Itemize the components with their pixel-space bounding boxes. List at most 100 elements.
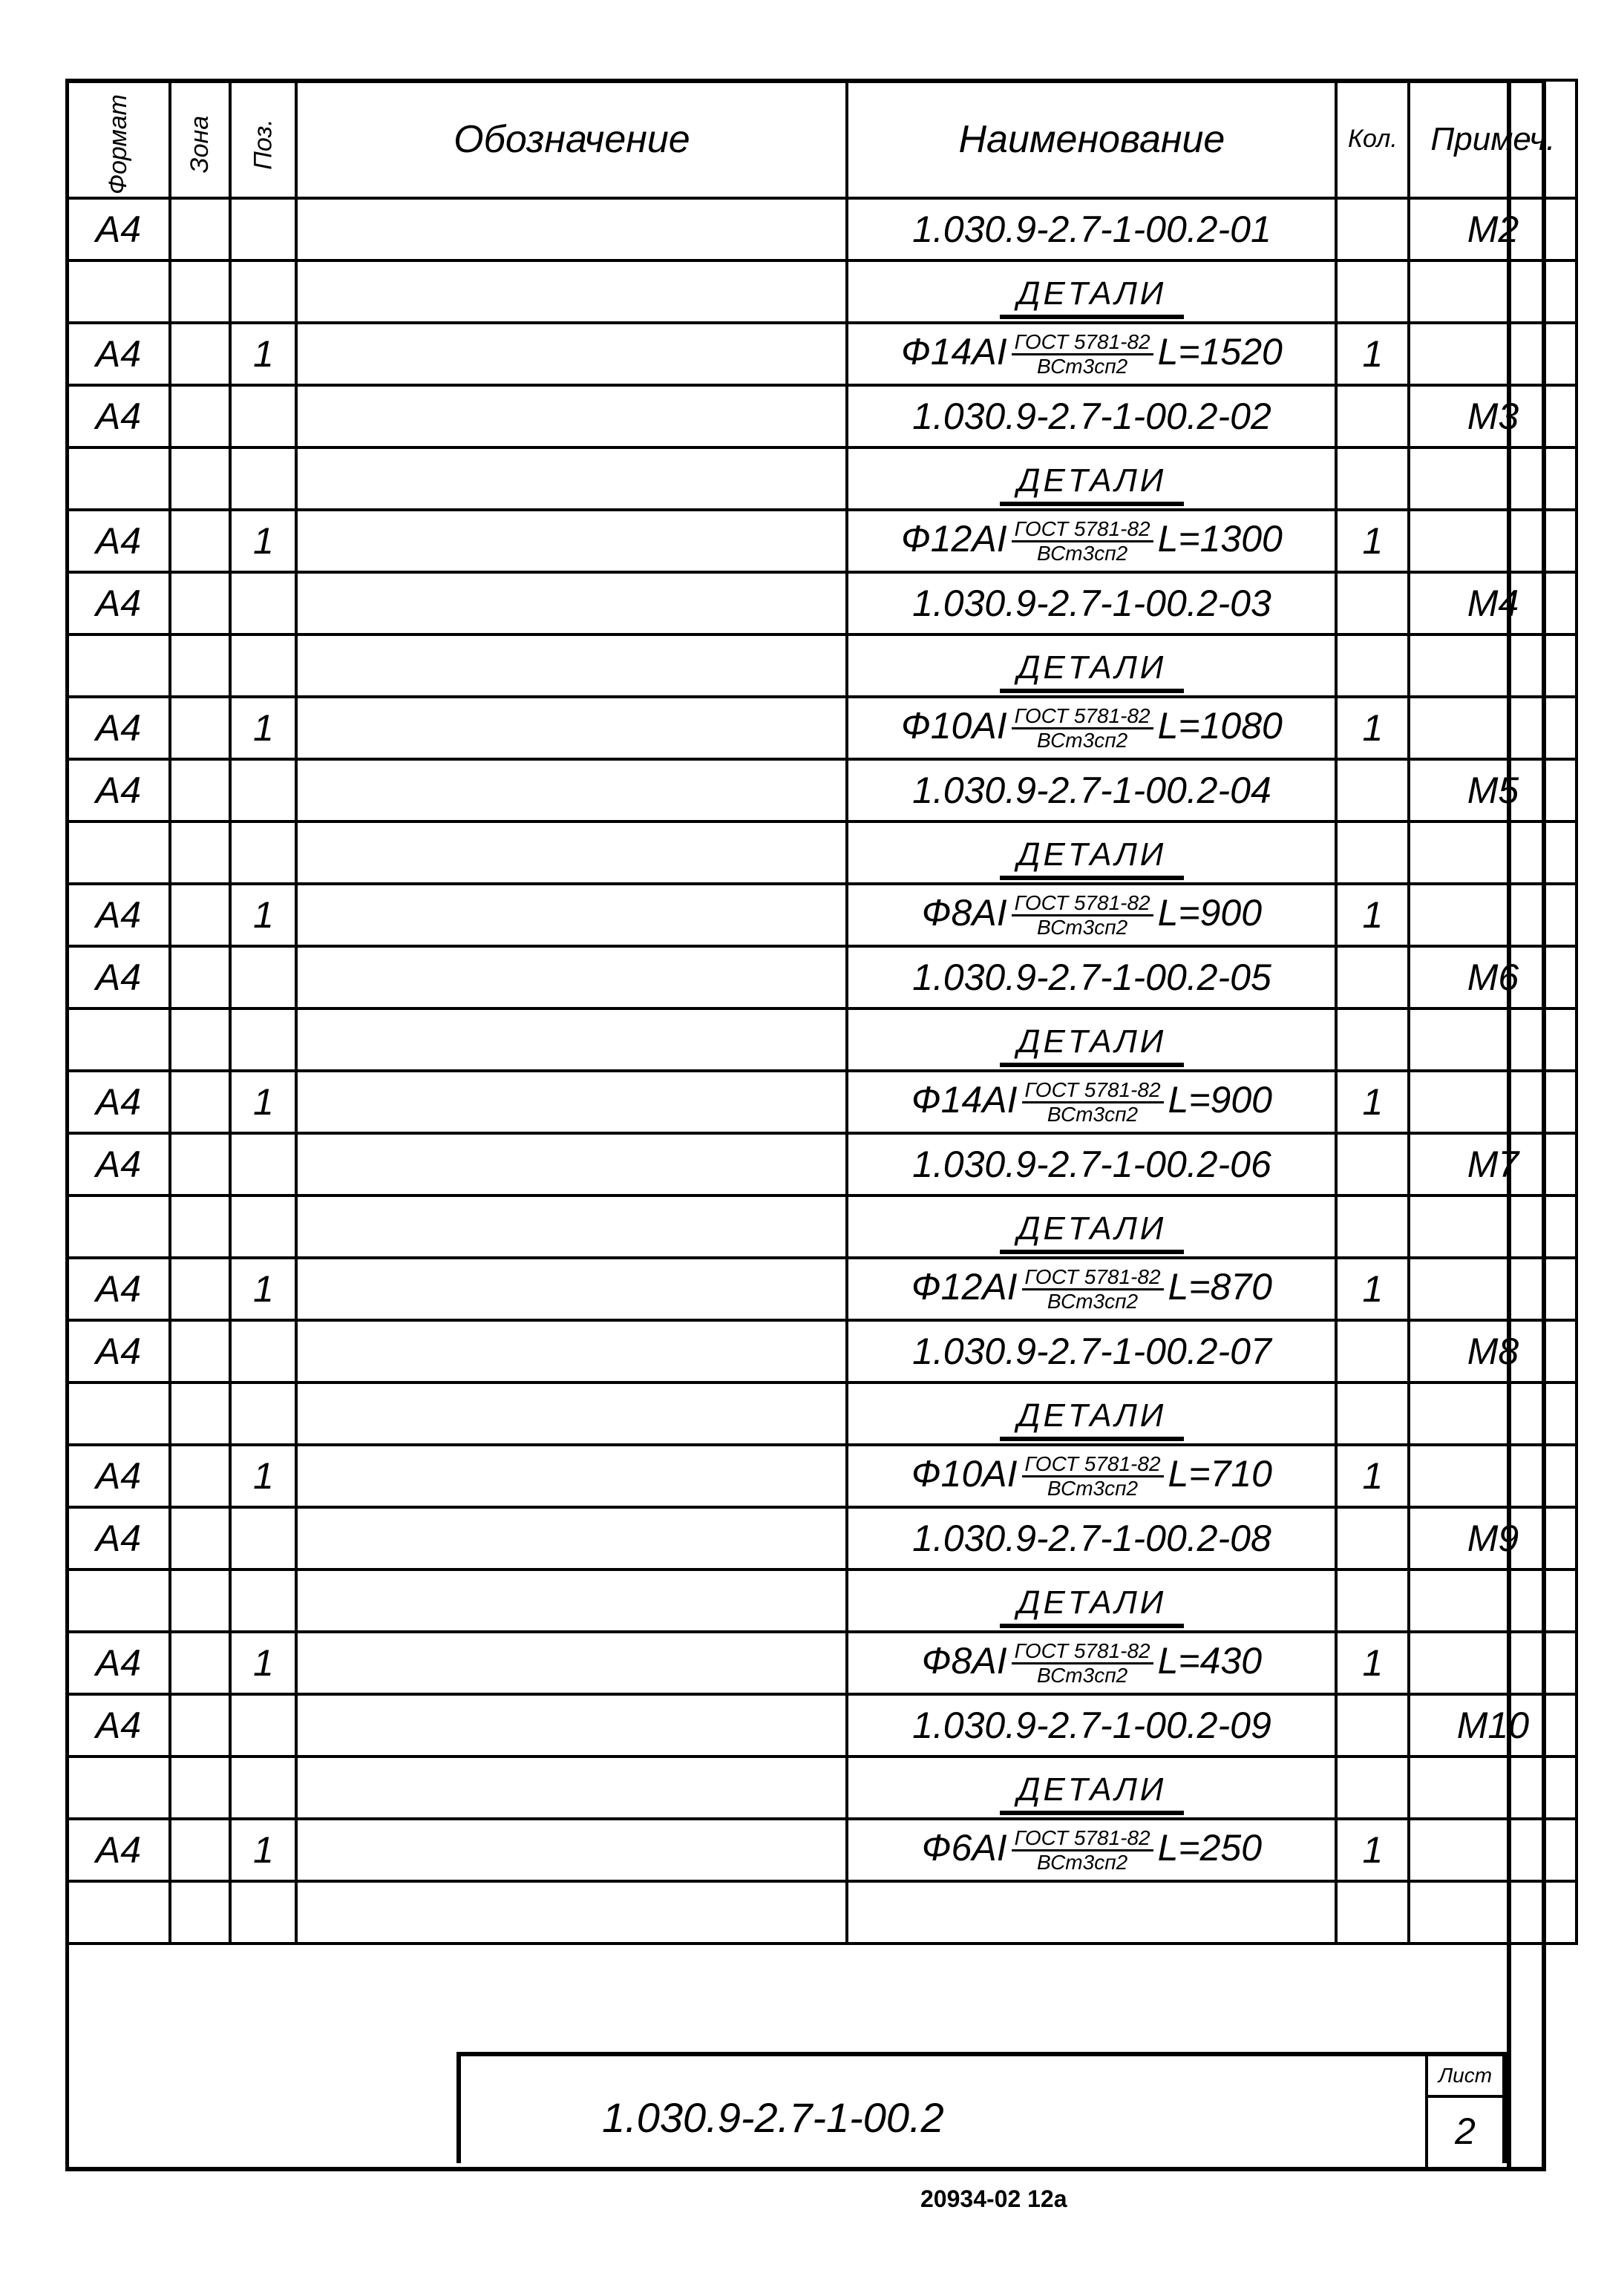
steel-grade: ВСт3сп2 xyxy=(1037,729,1128,752)
cell-note xyxy=(1407,1880,1579,1945)
cell-qty: 1 xyxy=(1335,1256,1411,1322)
cell-format xyxy=(65,820,172,885)
header-name: Наименование xyxy=(845,79,1338,200)
section-title-cell: ДЕТАЛИ xyxy=(845,1194,1338,1259)
table-row: А4 1 Ф8АI ГОСТ 5781-82 ВСт3сп2 L=430 1 xyxy=(65,1630,1579,1696)
cell-qty xyxy=(1335,820,1411,885)
section-row: ДЕТАЛИ xyxy=(65,633,1579,698)
cell-qty xyxy=(1335,571,1411,636)
cell-zone xyxy=(168,820,232,885)
cell-qty xyxy=(1335,1880,1411,1945)
cell-qty xyxy=(1335,1194,1411,1259)
cell-note: М10 xyxy=(1407,1693,1579,1758)
cell-format xyxy=(65,633,172,698)
section-row: ДЕТАЛИ xyxy=(65,1007,1579,1072)
cell-pos: 1 xyxy=(229,695,298,761)
cell-name: 1.030.9-2.7-1-00.2-05 xyxy=(845,945,1338,1010)
part-length: L=870 xyxy=(1168,1265,1272,1308)
part-length: L=710 xyxy=(1168,1452,1272,1495)
cell-note: М4 xyxy=(1407,571,1579,636)
cell-zone xyxy=(168,508,232,574)
cell-designation xyxy=(295,1007,849,1072)
cell-format: А4 xyxy=(65,1693,172,1758)
cell-pos xyxy=(229,259,298,324)
cell-format xyxy=(65,1381,172,1446)
part-prefix: Ф12АI xyxy=(900,517,1007,560)
cell-name: 1.030.9-2.7-1-00.2-08 xyxy=(845,1506,1338,1571)
cell-qty xyxy=(1335,945,1411,1010)
cell-note: М7 xyxy=(1407,1132,1579,1197)
cell-pos xyxy=(229,1880,298,1945)
cell-format xyxy=(65,259,172,324)
cell-note xyxy=(1407,633,1579,698)
cell-pos xyxy=(229,1568,298,1633)
cell-name: 1.030.9-2.7-1-00.2-06 xyxy=(845,1132,1338,1197)
steel-grade: ВСт3сп2 xyxy=(1037,355,1128,378)
cell-note xyxy=(1407,882,1579,948)
cell-designation xyxy=(295,1443,849,1509)
cell-pos xyxy=(229,1755,298,1820)
cell-pos: 1 xyxy=(229,882,298,948)
standard: ГОСТ 5781-82 xyxy=(1021,1453,1164,1478)
cell-designation xyxy=(295,1880,849,1945)
cell-zone xyxy=(168,1069,232,1135)
cell-zone xyxy=(168,1007,232,1072)
cell-zone xyxy=(168,1630,232,1696)
cell-format: А4 xyxy=(65,1817,172,1883)
cell-note: М5 xyxy=(1407,758,1579,823)
part-prefix: Ф10АI xyxy=(900,704,1007,747)
material-fraction: ГОСТ 5781-82 ВСт3сп2 xyxy=(1011,331,1153,378)
part-prefix: Ф14АI xyxy=(900,330,1007,373)
part-length: L=900 xyxy=(1157,891,1263,934)
cell-pos: 1 xyxy=(229,321,298,387)
part-length: L=1300 xyxy=(1157,517,1283,560)
cell-pos xyxy=(229,1132,298,1197)
cell-qty xyxy=(1335,197,1411,262)
table-row: А4 1.030.9-2.7-1-00.2-04 М5 xyxy=(65,758,1579,823)
cell-name: 1.030.9-2.7-1-00.2-04 xyxy=(845,758,1338,823)
cell-format: А4 xyxy=(65,882,172,948)
cell-zone xyxy=(168,633,232,698)
cell-name xyxy=(845,1880,1338,1945)
material-fraction: ГОСТ 5781-82 ВСт3сп2 xyxy=(1011,892,1153,939)
cell-zone xyxy=(168,1506,232,1571)
cell-qty xyxy=(1335,1568,1411,1633)
cell-designation xyxy=(295,321,849,387)
part-prefix: Ф8АI xyxy=(921,1639,1007,1682)
cell-note xyxy=(1407,1069,1579,1135)
table-row: А4 1 Ф14АI ГОСТ 5781-82 ВСт3сп2 L=1520 1 xyxy=(65,321,1579,387)
cell-designation xyxy=(295,1319,849,1384)
cell-note xyxy=(1407,1443,1579,1509)
cell-format: А4 xyxy=(65,197,172,262)
cell-designation xyxy=(295,384,849,449)
table-row: А4 1 Ф14АI ГОСТ 5781-82 ВСт3сп2 L=900 1 xyxy=(65,1069,1579,1135)
section-title-cell: ДЕТАЛИ xyxy=(845,1755,1338,1820)
cell-qty xyxy=(1335,1693,1411,1758)
cell-pos xyxy=(229,945,298,1010)
cell-name: Ф8АI ГОСТ 5781-82 ВСт3сп2 L=430 xyxy=(845,1630,1338,1696)
cell-format: А4 xyxy=(65,508,172,574)
cell-pos xyxy=(229,1319,298,1384)
cell-zone xyxy=(168,1755,232,1820)
cell-name: Ф12АI ГОСТ 5781-82 ВСт3сп2 L=870 xyxy=(845,1256,1338,1322)
cell-format xyxy=(65,1007,172,1072)
standard: ГОСТ 5781-82 xyxy=(1021,1079,1164,1104)
cell-name: Ф10АI ГОСТ 5781-82 ВСт3сп2 L=1080 xyxy=(845,695,1338,761)
part-prefix: Ф8АI xyxy=(921,891,1007,934)
section-row: ДЕТАЛИ xyxy=(65,1194,1579,1259)
cell-zone xyxy=(168,1443,232,1509)
cell-format xyxy=(65,1755,172,1820)
cell-qty: 1 xyxy=(1335,321,1411,387)
cell-designation xyxy=(295,197,849,262)
cell-qty xyxy=(1335,758,1411,823)
cell-name: Ф14АI ГОСТ 5781-82 ВСт3сп2 L=1520 xyxy=(845,321,1338,387)
cell-designation xyxy=(295,1506,849,1571)
section-title: ДЕТАЛИ xyxy=(999,1397,1185,1441)
cell-qty xyxy=(1335,1007,1411,1072)
cell-designation xyxy=(295,1381,849,1446)
cell-designation xyxy=(295,1069,849,1135)
sheet-number: 2 xyxy=(1455,2110,1476,2152)
steel-grade: ВСт3сп2 xyxy=(1047,1477,1139,1500)
section-title-cell: ДЕТАЛИ xyxy=(845,1568,1338,1633)
standard: ГОСТ 5781-82 xyxy=(1011,892,1153,917)
